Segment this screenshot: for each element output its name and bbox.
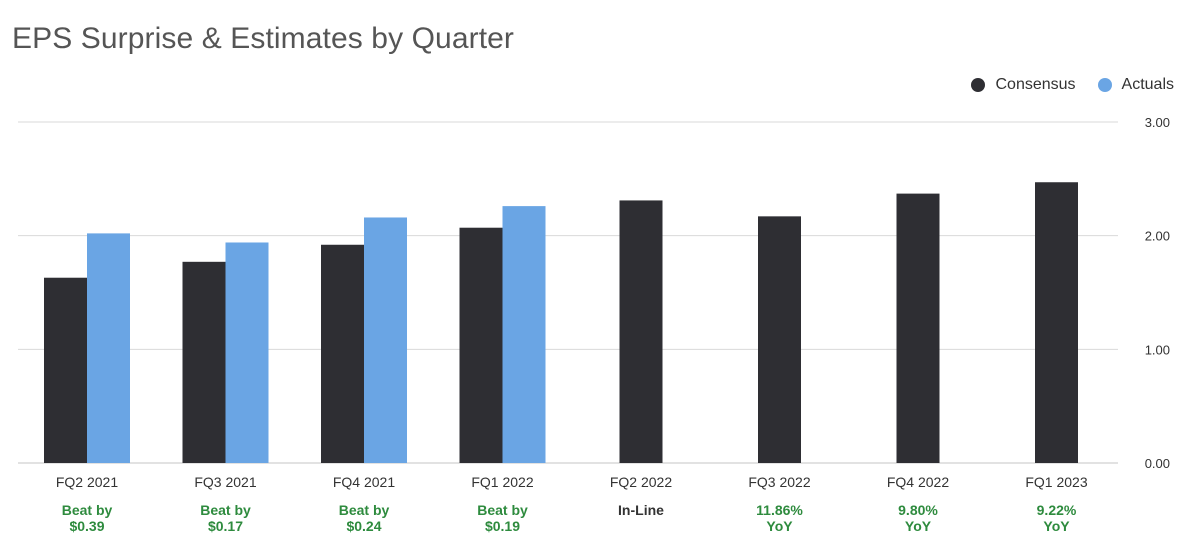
legend-dot-actuals <box>1097 78 1112 92</box>
bar-consensus <box>619 200 663 463</box>
legend-item-consensus[interactable]: Consensus <box>971 76 1076 94</box>
legend-item-actuals[interactable]: Actuals <box>1097 76 1174 94</box>
x-tick-label: FQ1 2023 <box>1025 474 1087 490</box>
surprise-label: YoY <box>766 518 793 534</box>
bar-consensus <box>758 216 801 463</box>
surprise-label: Beat by <box>200 502 251 518</box>
chart-title: EPS Surprise & Estimates by Quarter <box>12 22 515 55</box>
surprise-label: 11.86% <box>756 502 803 518</box>
y-tick-label: 2.00 <box>1145 229 1170 244</box>
bar-consensus <box>182 261 226 463</box>
x-tick-label: FQ4 2022 <box>887 474 949 490</box>
legend-label-actuals: Actuals <box>1121 76 1174 93</box>
legend: Consensus Actuals <box>971 76 1174 94</box>
surprise-label: 9.22% <box>1037 502 1077 518</box>
bar-consensus <box>459 227 503 463</box>
surprise-label: $0.17 <box>208 518 243 534</box>
surprise-label: $0.19 <box>485 518 520 534</box>
surprise-label: Beat by <box>339 502 390 518</box>
x-tick-label: FQ4 2021 <box>333 474 395 490</box>
y-tick-label: 0.00 <box>1145 456 1170 471</box>
bar-consensus <box>44 277 87 463</box>
surprise-label: 9.80% <box>898 502 938 518</box>
x-tick-label: FQ2 2022 <box>610 474 672 490</box>
bar-consensus <box>321 244 364 463</box>
y-tick-label: 1.00 <box>1145 342 1170 357</box>
bar-consensus <box>896 193 940 464</box>
surprise-label: YoY <box>905 518 932 534</box>
legend-label-consensus: Consensus <box>995 76 1076 93</box>
surprise-label: $0.39 <box>69 518 104 534</box>
x-tick-label: FQ2 2021 <box>56 474 118 490</box>
x-tick-label: FQ1 2022 <box>471 474 533 490</box>
bar-consensus <box>1035 182 1078 463</box>
bar-actuals <box>502 206 546 463</box>
bar-actuals <box>364 217 407 463</box>
y-tick-label: 3.00 <box>1145 115 1170 130</box>
surprise-label: YoY <box>1043 518 1070 534</box>
legend-dot-consensus <box>971 78 986 92</box>
surprise-label: Beat by <box>477 502 528 518</box>
x-tick-label: FQ3 2022 <box>748 474 810 490</box>
surprise-label: Beat by <box>62 502 113 518</box>
bar-actuals <box>225 242 269 463</box>
x-tick-label: FQ3 2021 <box>194 474 256 490</box>
surprise-label: In-Line <box>618 502 664 518</box>
surprise-label: $0.24 <box>346 518 381 534</box>
bar-actuals <box>87 233 130 463</box>
